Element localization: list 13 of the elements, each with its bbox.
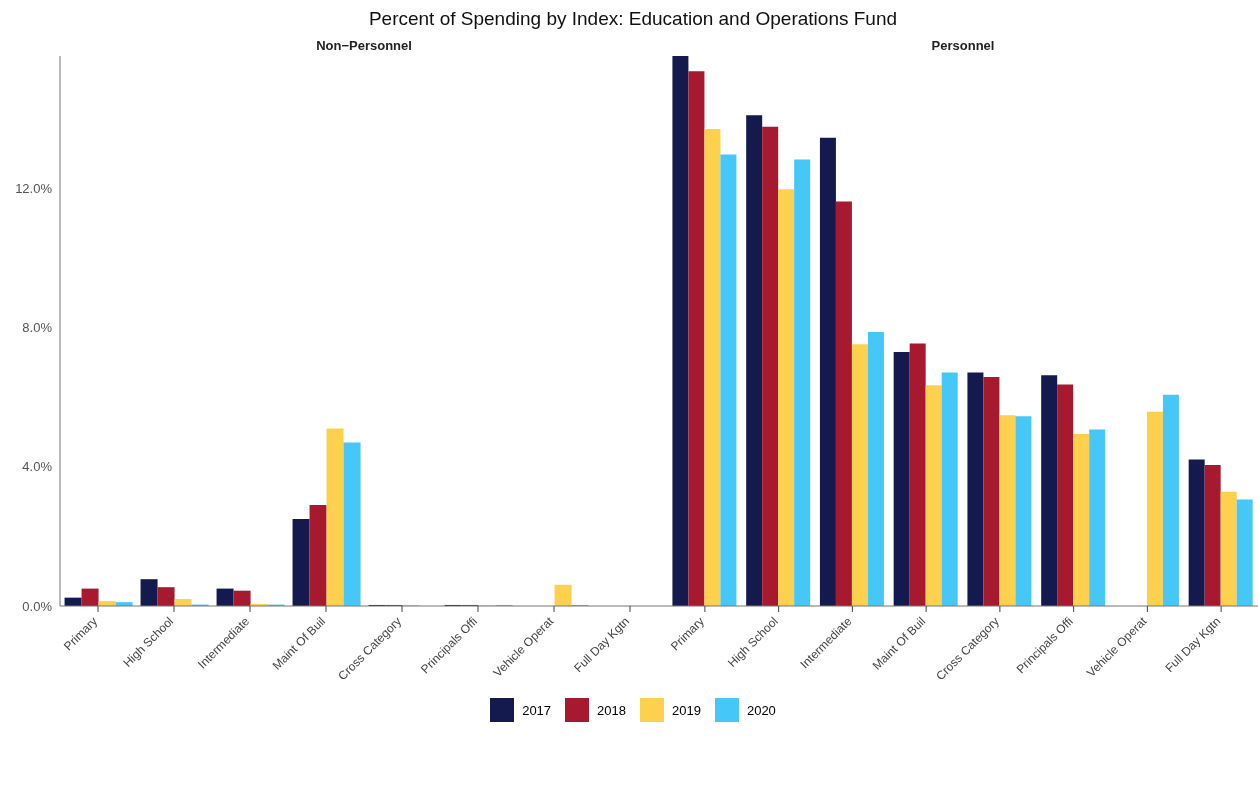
y-tick-label: 4.0% — [22, 459, 53, 475]
chart-title: Percent of Spending by Index: Education and Operations Fund — [367, 8, 899, 31]
x-tick-label: Full Day Kgtn — [571, 614, 633, 676]
legend-label: 2020 — [746, 702, 776, 718]
legend-label: 2019 — [672, 702, 701, 718]
y-tick-label: 12.0% — [15, 180, 53, 196]
chart-subtitle: Non−Personnel — [315, 38, 413, 55]
y-tick-label: 8.0% — [22, 320, 53, 336]
legend-label: 2017 — [522, 702, 552, 718]
x-tick-label: Full Day Kgtn — [1162, 614, 1224, 676]
y-tick-label: 0.0% — [22, 598, 53, 614]
chart-subtitle: Personnel — [930, 38, 996, 55]
legend-label: 2018 — [597, 702, 626, 718]
